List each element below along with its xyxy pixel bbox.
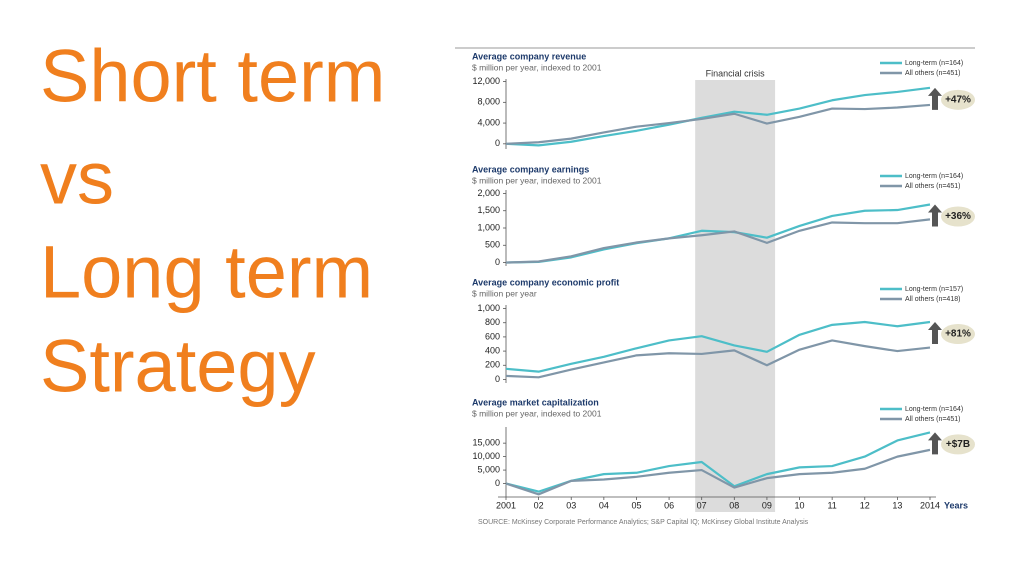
x-tick-label: 07 — [697, 500, 707, 510]
x-tick-label: 03 — [566, 500, 576, 510]
x-tick-label: 02 — [534, 500, 544, 510]
badge-label: +47% — [945, 94, 971, 105]
y-tick-label: 0 — [495, 374, 500, 384]
heading-line: Strategy — [40, 325, 316, 408]
legend-label: All others (n=451) — [905, 70, 960, 77]
chart-subtitle: $ million per year — [472, 288, 537, 298]
y-tick-label: 4,000 — [477, 117, 500, 127]
y-tick-label: 0 — [495, 138, 500, 148]
x-axis-label: Years — [944, 500, 968, 510]
y-tick-label: 1,000 — [477, 303, 500, 313]
legend-label: Long-term (n=164) — [905, 173, 963, 180]
x-tick-label: 13 — [892, 500, 902, 510]
legend-label: Long-term (n=157) — [905, 286, 963, 293]
badge-bg — [941, 206, 975, 227]
series-line — [505, 103, 931, 145]
x-tick-label: 2014 — [920, 500, 940, 510]
series-line — [505, 320, 931, 373]
heading-line: Long term — [40, 231, 373, 314]
badge-arrow — [928, 322, 942, 345]
x-tick-label: 10 — [795, 500, 805, 510]
series-line — [505, 339, 931, 379]
y-tick-label: 400 — [485, 345, 500, 355]
x-tick-label: 06 — [664, 500, 674, 510]
legend-label: Long-term (n=164) — [905, 406, 963, 413]
legend-label: All others (n=451) — [905, 416, 960, 423]
x-tick-label: 09 — [762, 500, 772, 510]
series-line — [505, 448, 931, 496]
y-tick-label: 1,000 — [477, 222, 500, 232]
y-tick-label: 0 — [495, 478, 500, 488]
legend-label: Long-term (n=164) — [905, 60, 963, 67]
y-tick-label: 8,000 — [477, 97, 500, 107]
y-tick-label: 0 — [495, 257, 500, 267]
y-tick-label: 5,000 — [477, 464, 500, 474]
crisis-shade — [695, 80, 776, 512]
crisis-label: Financial crisis — [706, 68, 766, 78]
badge-bg — [941, 89, 975, 110]
series-line — [505, 86, 931, 147]
x-tick-label: 04 — [599, 500, 609, 510]
x-tick-label: 11 — [827, 500, 836, 510]
badge-bg — [941, 434, 975, 455]
chart-title: Average company revenue — [472, 51, 586, 61]
badge-bg — [941, 324, 975, 345]
chart-subtitle: $ million per year, indexed to 2001 — [472, 62, 602, 72]
series-line — [505, 218, 931, 264]
y-tick-label: 1,500 — [477, 205, 500, 215]
x-tick-label: 2001 — [496, 500, 516, 510]
badge-label: +36% — [945, 211, 971, 222]
y-tick-label: 600 — [485, 331, 500, 341]
badge-arrow — [928, 204, 942, 227]
y-tick-label: 500 — [485, 240, 500, 250]
x-tick-label: 08 — [729, 500, 739, 510]
y-tick-label: 12,000 — [472, 76, 500, 86]
badge-label: +81% — [945, 329, 971, 340]
y-tick-label: 800 — [485, 317, 500, 327]
chart-subtitle: $ million per year, indexed to 2001 — [472, 408, 602, 418]
chart-title: Average company economic profit — [472, 277, 619, 287]
badge-label: +$7B — [946, 439, 970, 450]
badge-arrow — [928, 432, 942, 455]
chart-title: Average market capitalization — [472, 397, 599, 407]
chart-title: Average company earnings — [472, 164, 589, 174]
x-tick-label: 12 — [860, 500, 870, 510]
legend-label: All others (n=418) — [905, 296, 960, 303]
heading-line: Short term — [40, 35, 385, 118]
y-tick-label: 10,000 — [472, 451, 500, 461]
x-tick-label: 05 — [631, 500, 641, 510]
y-tick-label: 200 — [485, 360, 500, 370]
heading-line: vs — [40, 137, 114, 220]
badge-arrow — [928, 87, 942, 110]
chart-subtitle: $ million per year, indexed to 2001 — [472, 175, 602, 185]
y-tick-label: 2,000 — [477, 188, 500, 198]
source: SOURCE: McKinsey Corporate Performance A… — [478, 519, 809, 526]
y-tick-label: 15,000 — [472, 438, 500, 448]
legend-label: All others (n=451) — [905, 183, 960, 190]
